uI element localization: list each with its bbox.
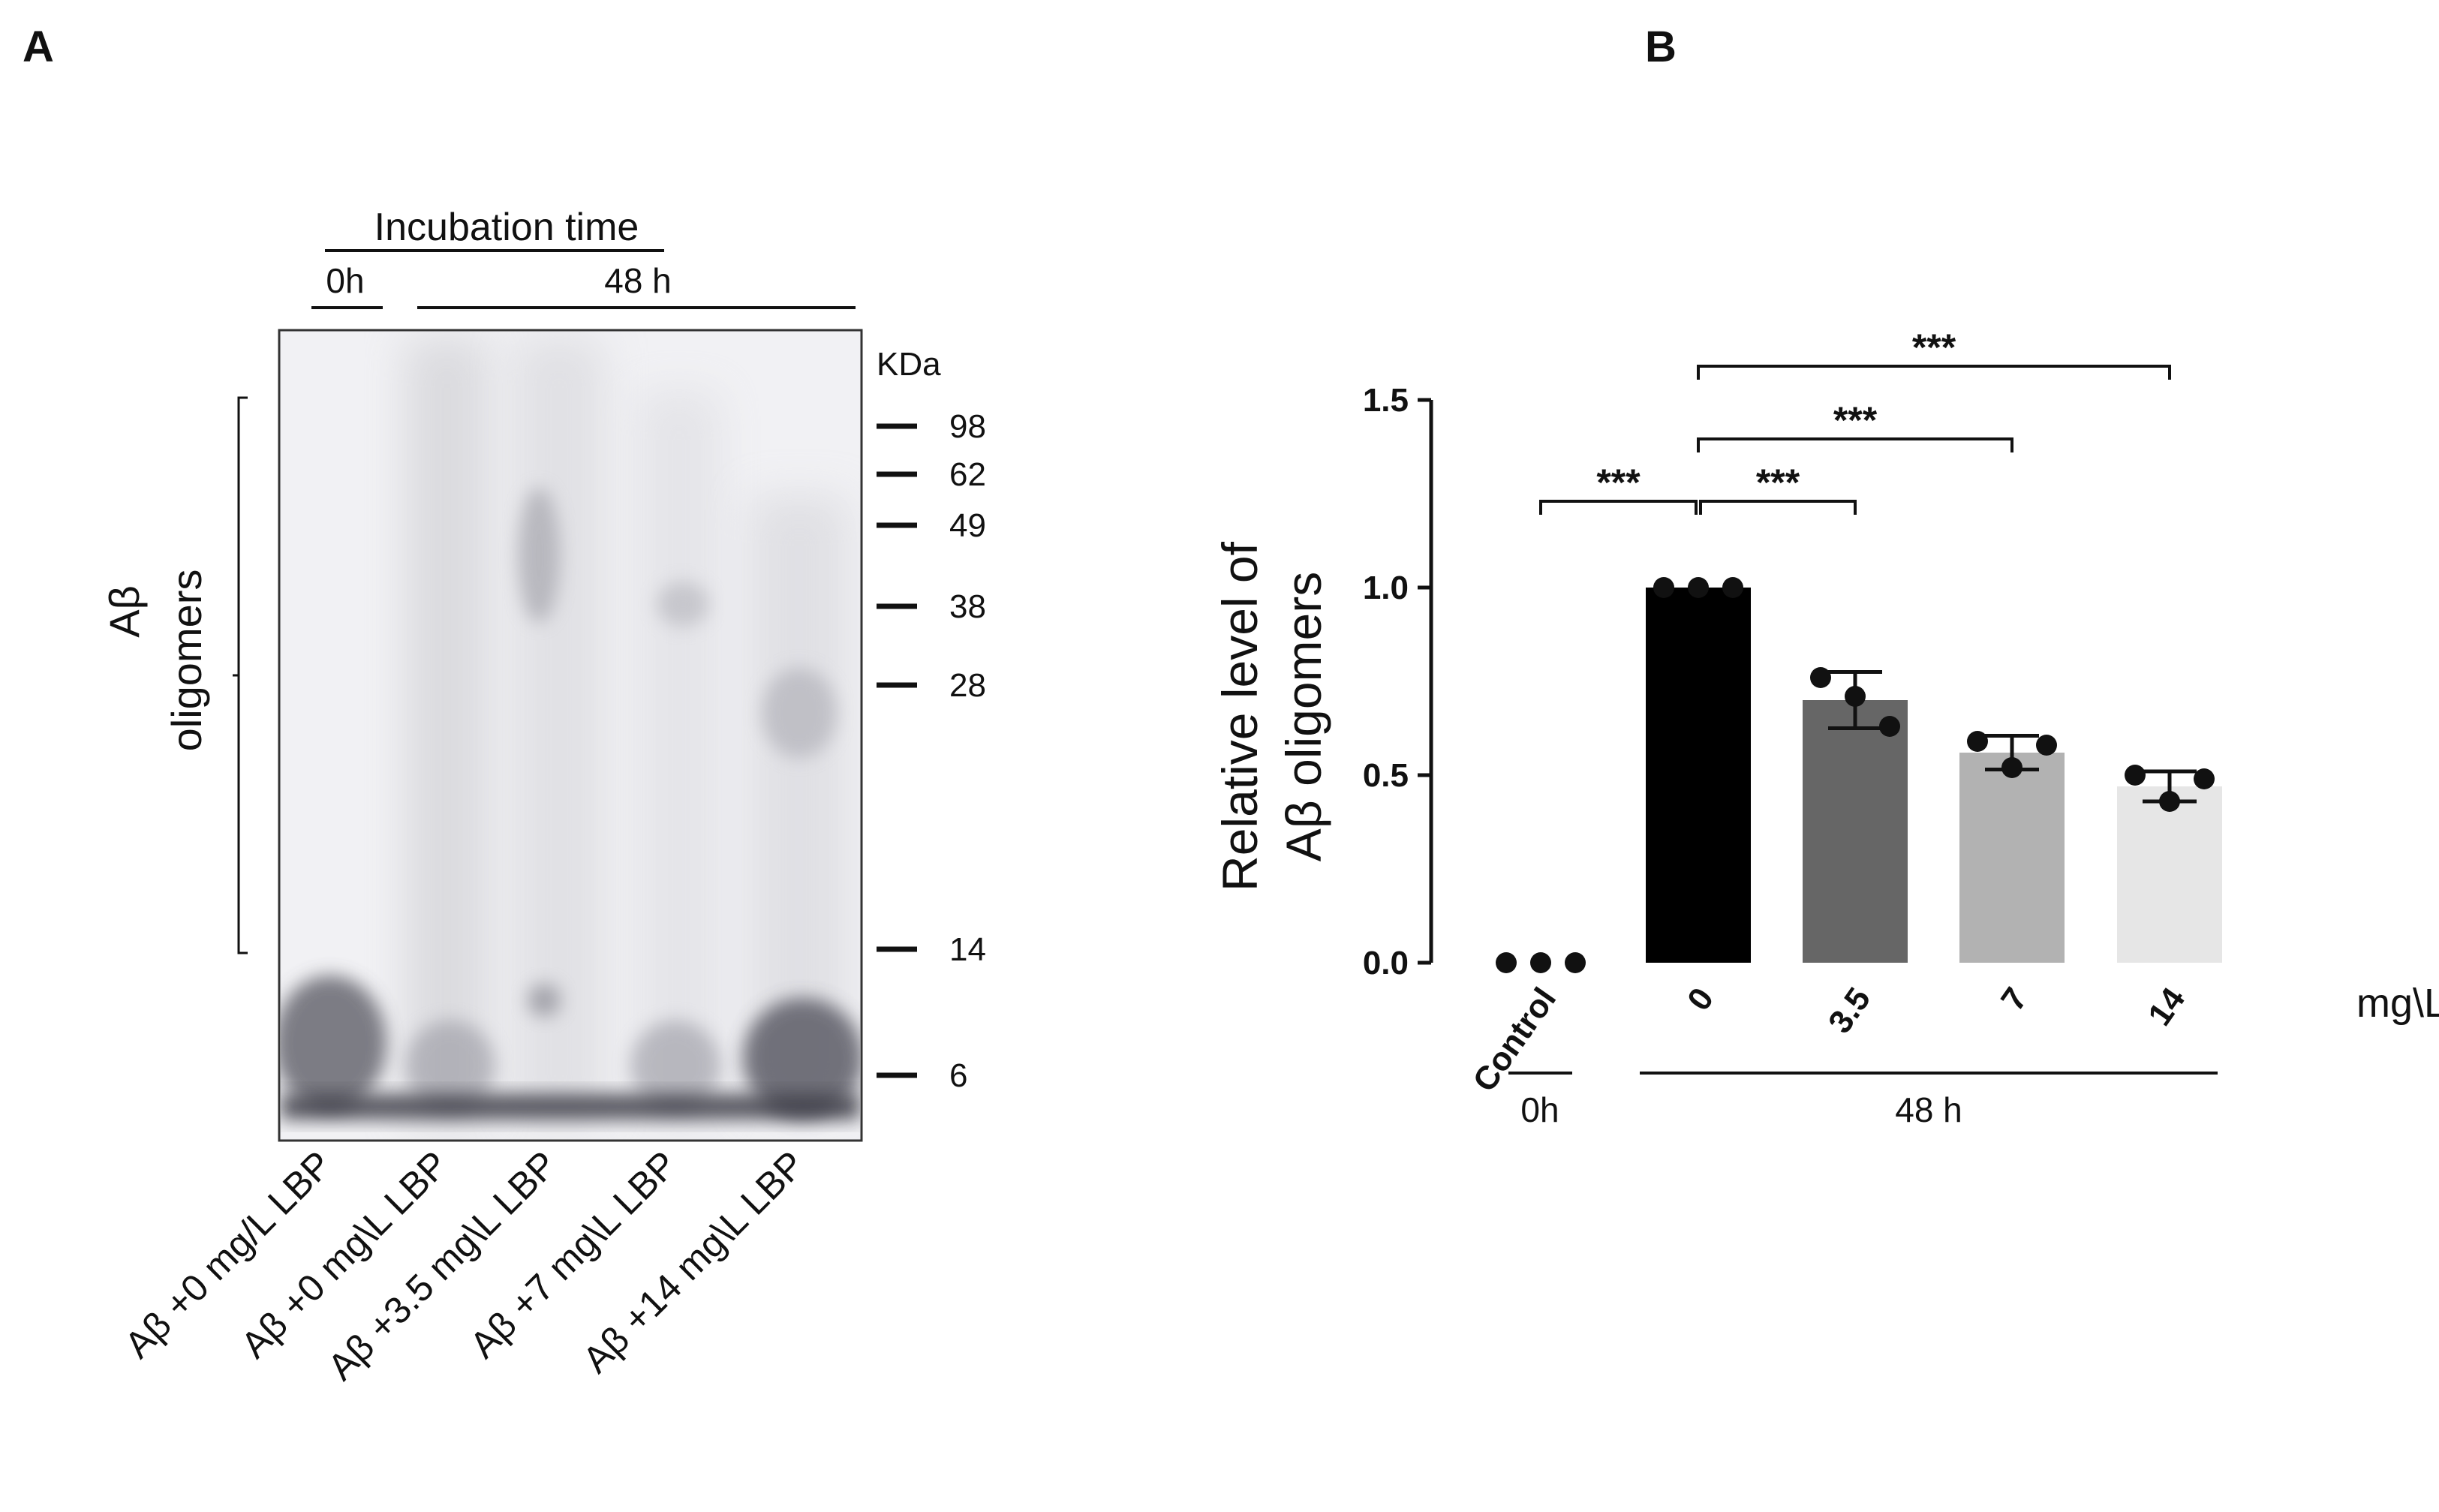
data-point-14-1 (2125, 765, 2146, 786)
data-point-Control-1 (1496, 952, 1517, 973)
bar-3.5 (1803, 700, 1908, 963)
x-tick-label-7: 7 (1994, 981, 2035, 1018)
data-point-7-1 (1967, 731, 1988, 752)
marker-label-6: 6 (949, 1057, 967, 1094)
y-tick-label-1.5: 1.5 (1363, 382, 1409, 419)
lane-2-smear (405, 338, 488, 1126)
gel-spot (528, 984, 561, 1017)
unit-label: mg\L (2356, 981, 2439, 1026)
mw-markers: KDa 98 62 49 38 28 14 6 (877, 346, 986, 1094)
group-48h-label: 48 h (1895, 1090, 1962, 1129)
lane-4-monomer (630, 1021, 720, 1111)
data-point-14-2 (2159, 791, 2180, 812)
data-point-0-2 (1688, 577, 1709, 598)
bar-0 (1646, 588, 1751, 963)
lane-label-5: Aβ +14 mg\L LBP (575, 1143, 813, 1381)
data-point-Control-3 (1565, 952, 1586, 973)
x-tick-label-Control: Control (1466, 981, 1563, 1099)
lane-5-monomer (743, 998, 860, 1118)
lane-4-band (657, 582, 709, 627)
significance-bracket-1 (1539, 500, 1698, 515)
significance-label-1: *** (1596, 461, 1641, 503)
lane-3-band (518, 488, 560, 623)
marker-label-28: 28 (949, 667, 986, 704)
panel-b-label: B (1645, 23, 1677, 71)
significance-label-4: *** (1912, 326, 1956, 368)
gel-front-band (281, 1094, 860, 1120)
bracket-line (237, 396, 248, 954)
marker-label-49: 49 (949, 507, 986, 544)
significance-bracket-3 (1697, 437, 2013, 452)
lane-4-smear (638, 390, 720, 1126)
bracket-label-line2: oligomers (163, 570, 210, 752)
bar-14 (2117, 786, 2222, 963)
group-labels: 0h 48 h (1508, 1072, 2218, 1129)
marker-label-38: 38 (949, 588, 986, 625)
y-tick-label-1.0: 1.0 (1363, 570, 1409, 606)
marker-label-14: 14 (949, 931, 986, 968)
incubation-header: Incubation time 0h 48 h (311, 206, 856, 309)
bracket-label-line1: Aβ (101, 585, 148, 638)
data-point-Control-2 (1530, 952, 1551, 973)
x-tick-label-0: 0 (1680, 981, 1721, 1018)
lane-1-monomer (281, 975, 386, 1111)
incubation-title: Incubation time (374, 206, 639, 249)
data-point-3.5-3 (1879, 716, 1900, 737)
lane-label-1: Aβ +0 mg/L LBP (116, 1143, 339, 1366)
bar-7 (1959, 753, 2065, 963)
significance-label-2: *** (1756, 461, 1800, 503)
x-tick-label-3.5: 3.5 (1821, 981, 1878, 1040)
y-tick-label-0.5: 0.5 (1363, 757, 1409, 794)
western-blot-gel (278, 329, 863, 1142)
data-point-14-3 (2194, 768, 2215, 789)
significance-bracket-4 (1697, 365, 2171, 380)
lane-2-monomer (405, 1021, 495, 1111)
y-tick-label-0.0: 0.0 (1363, 945, 1409, 981)
kda-label: KDa (877, 346, 941, 383)
data-point-7-3 (2036, 735, 2057, 756)
marker-label-98: 98 (949, 408, 986, 445)
time-48h-label: 48 h (604, 261, 672, 300)
data-point-3.5-1 (1810, 667, 1831, 688)
time-0h-label: 0h (326, 261, 364, 300)
y-axis-title: Relative level of Aβ oligomers (1212, 541, 1331, 891)
bar-chart: 0.0 0.5 1.0 1.5 Control 0 3.5 7 14 *** *** *** *** (1363, 326, 2222, 1099)
marker-label-62: 62 (949, 456, 986, 493)
x-tick-label-14: 14 (2141, 981, 2193, 1033)
y-axis-title-line1: Relative level of (1212, 541, 1268, 891)
data-point-0-1 (1653, 577, 1674, 598)
significance-bracket-2 (1699, 500, 1857, 515)
lane-5-band (762, 668, 837, 758)
data-point-0-3 (1722, 577, 1743, 598)
panel-a-label: A (23, 23, 54, 71)
group-0h-label: 0h (1520, 1090, 1559, 1129)
oligomer-bracket: Aβ oligomers (101, 396, 248, 954)
significance-label-3: *** (1833, 399, 1878, 441)
y-axis-title-line2: Aβ oligomers (1276, 572, 1331, 861)
lane-3-smear (514, 338, 604, 1126)
data-point-7-2 (2001, 757, 2022, 778)
data-point-3.5-2 (1845, 686, 1866, 707)
